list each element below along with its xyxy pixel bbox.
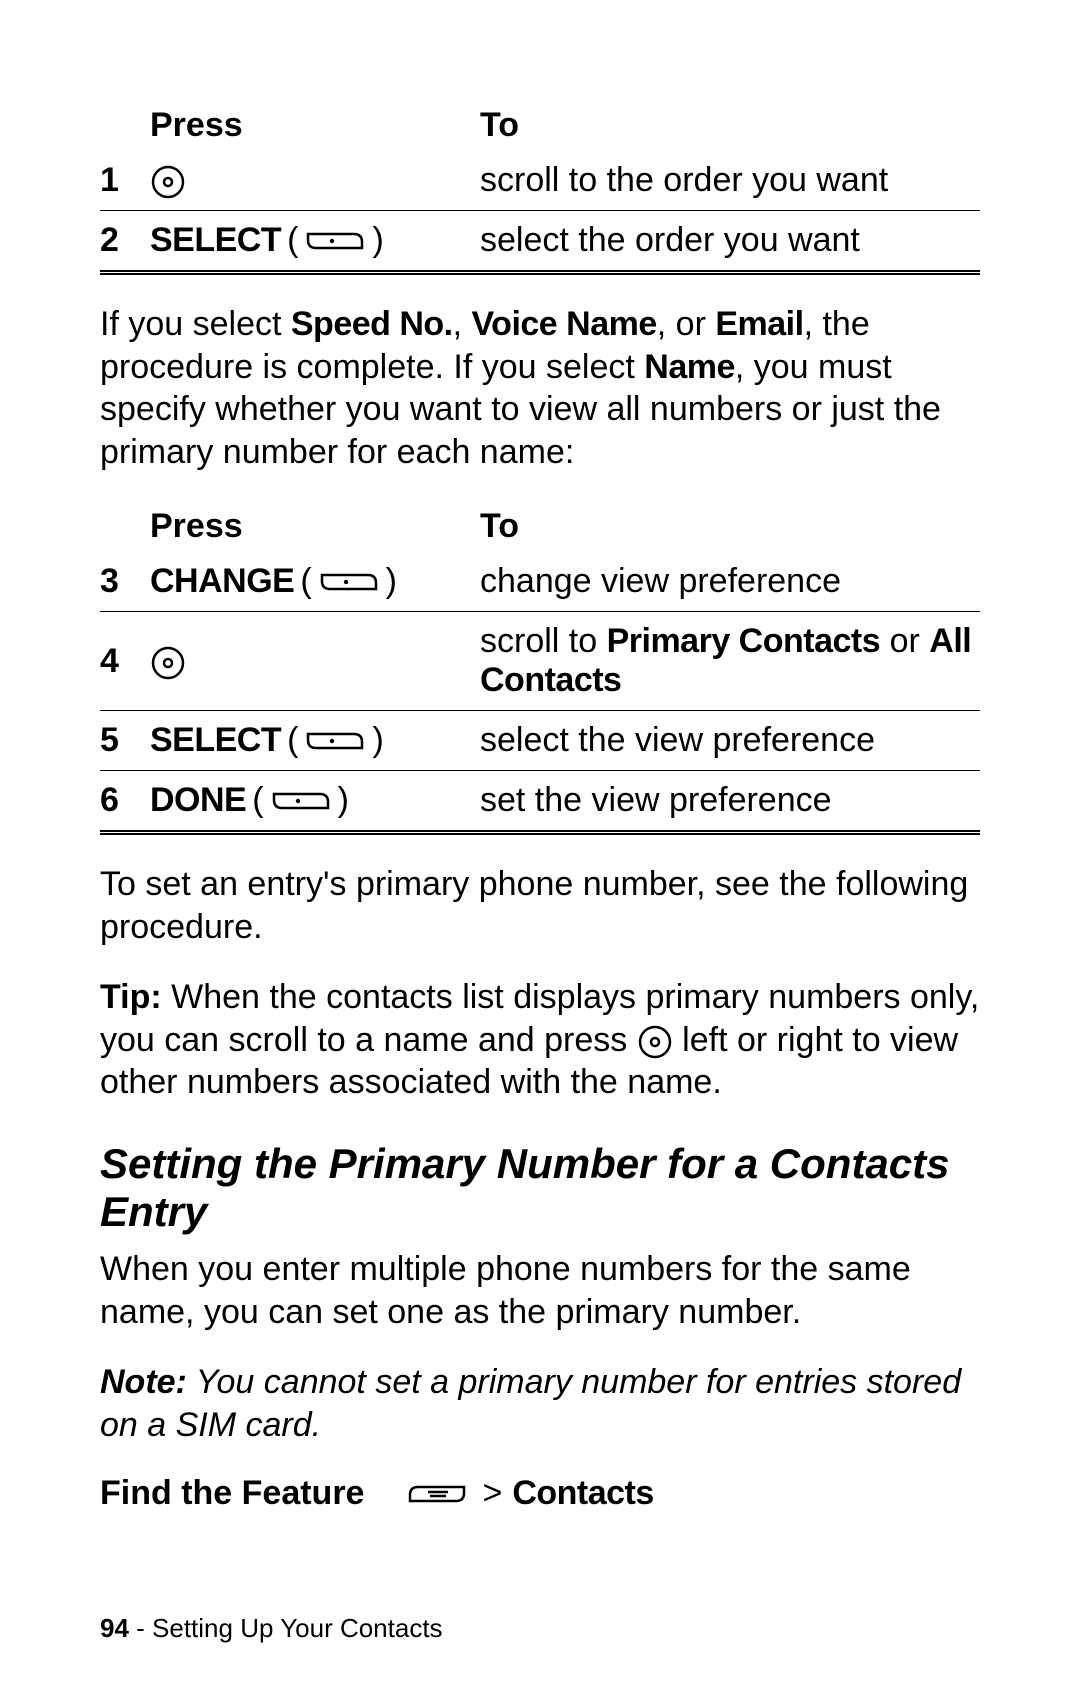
find-feature-row: Find the Feature > Contacts	[100, 1474, 980, 1513]
soft-key-icon	[270, 788, 332, 814]
paragraph: If you select Speed No., Voice Name, or …	[100, 303, 980, 473]
paragraph: To set an entry's primary phone number, …	[100, 863, 980, 948]
to-cell: change view preference	[480, 552, 980, 612]
to-cell: select the view preference	[480, 711, 980, 771]
press-cell	[150, 612, 480, 711]
to-cell: select the order you want	[480, 211, 980, 273]
nav-key-icon	[637, 1024, 673, 1060]
to-cell: scroll to the order you want	[480, 151, 980, 211]
soft-key-icon	[304, 228, 366, 254]
col-header-to: To	[480, 100, 980, 151]
menu-key-icon	[404, 1481, 472, 1507]
tip-label: Tip:	[100, 978, 162, 1016]
footer-chapter: Setting Up Your Contacts	[152, 1613, 443, 1643]
step-number: 4	[100, 612, 150, 711]
paragraph: When you enter multiple phone numbers fo…	[100, 1248, 980, 1333]
soft-key-icon	[318, 569, 380, 595]
instruction-table-2: Press To 3 CHANGE () change view prefere…	[100, 501, 980, 835]
press-cell: SELECT ()	[150, 211, 480, 273]
soft-key-icon	[304, 728, 366, 754]
press-cell: SELECT ()	[150, 711, 480, 771]
step-number: 2	[100, 211, 150, 273]
nav-key-icon	[150, 645, 186, 681]
to-cell: scroll to Primary Contacts or All Contac…	[480, 612, 980, 711]
softkey-label: SELECT	[150, 221, 281, 260]
section-heading: Setting the Primary Number for a Contact…	[100, 1140, 980, 1237]
press-cell: DONE ()	[150, 771, 480, 833]
softkey-label: DONE	[150, 781, 246, 820]
feature-item: Contacts	[512, 1474, 653, 1513]
step-number: 5	[100, 711, 150, 771]
to-cell: set the view preference	[480, 771, 980, 833]
manual-page: Press To 1 scroll to the order you want …	[0, 0, 1080, 1704]
feature-gt: >	[482, 1474, 502, 1513]
nav-key-icon	[150, 164, 186, 200]
step-number: 6	[100, 771, 150, 833]
page-footer: 94 - Setting Up Your Contacts	[100, 1613, 980, 1644]
softkey-label: SELECT	[150, 721, 281, 760]
press-cell	[150, 151, 480, 211]
col-header-press: Press	[150, 501, 480, 552]
note-label: Note:	[100, 1363, 187, 1401]
softkey-label: CHANGE	[150, 562, 294, 601]
page-number: 94	[100, 1613, 129, 1643]
step-number: 3	[100, 552, 150, 612]
step-number: 1	[100, 151, 150, 211]
col-header-press: Press	[150, 100, 480, 151]
col-header-to: To	[480, 501, 980, 552]
note-paragraph: Note: You cannot set a primary number fo…	[100, 1361, 980, 1446]
tip-paragraph: Tip: When the contacts list displays pri…	[100, 976, 980, 1104]
instruction-table-1: Press To 1 scroll to the order you want …	[100, 100, 980, 275]
find-feature-label: Find the Feature	[100, 1474, 364, 1513]
press-cell: CHANGE ()	[150, 552, 480, 612]
